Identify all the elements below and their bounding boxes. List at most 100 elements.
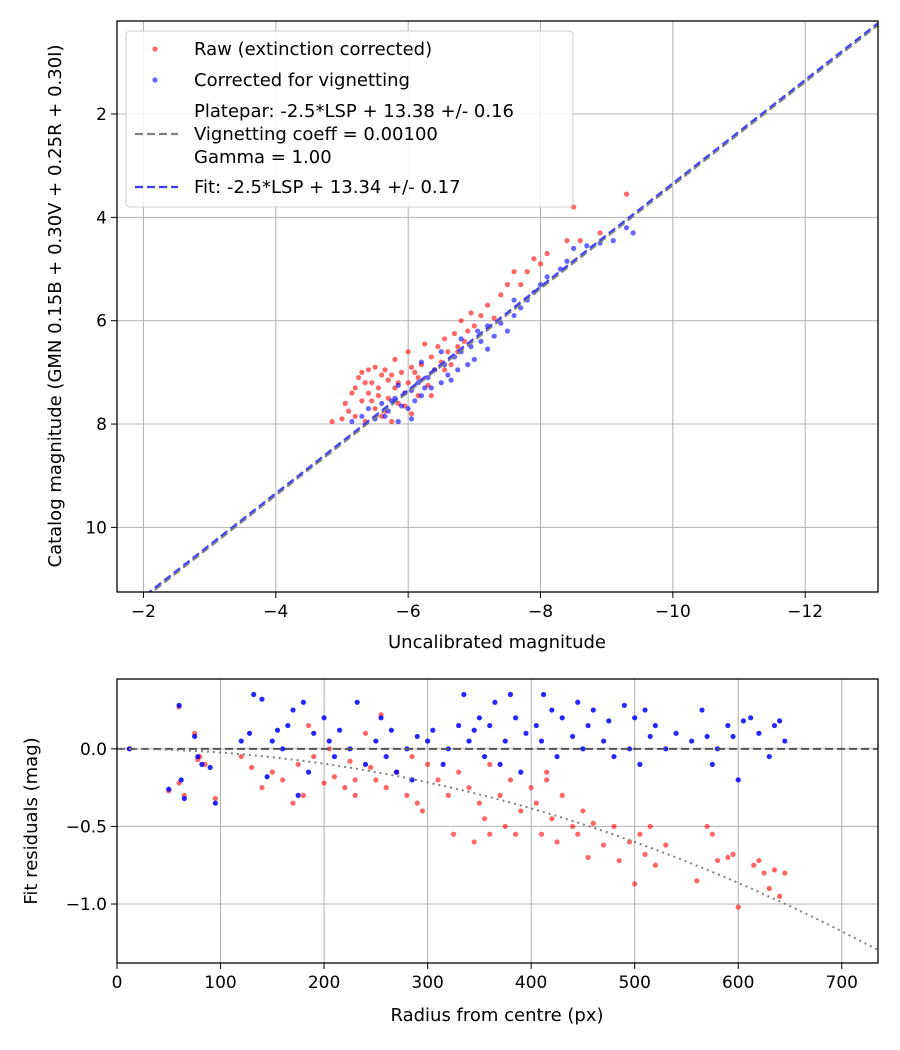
raw-residual-point — [585, 854, 591, 861]
raw-residual-point — [528, 785, 534, 791]
corrected-residual-point — [673, 730, 679, 736]
raw-point — [491, 315, 497, 321]
raw-point — [441, 336, 448, 342]
corrected-point — [475, 328, 481, 334]
corrected-residual-point — [264, 774, 270, 780]
vignetting-model-curve — [117, 747, 878, 951]
corrected-residual-point — [471, 727, 477, 733]
corrected-residual-point — [569, 733, 576, 740]
raw-point — [465, 328, 471, 334]
corrected-point — [584, 243, 590, 249]
raw-residual-point — [300, 792, 306, 798]
legend-fit-label: Fit: -2.5*LSP + 13.34 +/- 0.17 — [194, 177, 461, 198]
raw-residual-point — [642, 851, 648, 857]
corrected-residual-point — [585, 722, 591, 729]
raw-point — [375, 393, 381, 399]
residuals-ticks: 0 100 200 300 400 500 600 700 0.0 −0.5 −1.0 — [66, 740, 858, 993]
legend: Raw (extinction corrected) Corrected for… — [125, 30, 574, 208]
raw-residual-point — [637, 831, 643, 837]
corrected-residual-point — [378, 715, 384, 721]
corrected-residual-point — [513, 715, 519, 721]
raw-residual-point — [549, 816, 555, 822]
corrected-residual-point — [212, 800, 218, 806]
raw-residual-point — [735, 904, 741, 910]
raw-residual-point — [507, 777, 514, 783]
calibration-y-tick-label: 2 — [96, 105, 107, 125]
raw-residual-point — [544, 777, 550, 783]
calibration-plot-frame — [116, 20, 879, 593]
raw-point — [458, 318, 464, 324]
corrected-residual-point — [735, 777, 741, 783]
corrected-residual-point — [269, 738, 275, 744]
raw-point — [369, 398, 375, 404]
raw-residual-point — [751, 862, 757, 868]
corrected-residual-point — [311, 730, 317, 736]
corrected-point — [405, 405, 411, 412]
residuals-x-tick-label: 500 — [618, 973, 650, 993]
corrected-residual-point — [300, 699, 306, 705]
raw-residual-point — [456, 769, 462, 775]
raw-residual-point — [611, 823, 617, 830]
corrected-residual-point — [476, 715, 482, 721]
corrected-residual-point — [166, 786, 172, 792]
raw-residual-point — [331, 774, 338, 780]
raw-point — [359, 398, 365, 404]
corrected-residual-point — [637, 761, 643, 767]
raw-residual-point — [771, 867, 778, 873]
raw-residual-point — [766, 885, 772, 892]
corrected-residual-point — [192, 733, 198, 740]
raw-point — [441, 367, 448, 373]
calibration-ticks: −2 −4 −6 −8 −10 −12 2 4 6 8 10 — [85, 105, 823, 622]
calibration-x-tick-label: −8 — [528, 602, 553, 622]
raw-point — [498, 292, 504, 298]
corrected-residual-point — [756, 730, 762, 736]
raw-point — [369, 380, 375, 386]
corrected-point — [610, 238, 616, 244]
corrected-residual-point — [647, 733, 653, 740]
corrected-point — [438, 380, 444, 386]
corrected-residual-point — [782, 738, 788, 744]
corrected-residual-point — [176, 702, 182, 708]
corrected-residual-point — [540, 691, 547, 698]
raw-point — [511, 269, 517, 275]
corrected-residual-point — [559, 715, 565, 721]
raw-point — [518, 281, 524, 288]
corrected-residual-point — [699, 707, 705, 713]
raw-point — [537, 261, 544, 267]
residuals-x-tick-label: 200 — [308, 973, 340, 993]
residuals-y-axis-label: Fit residuals (mag) — [21, 737, 42, 904]
raw-point — [504, 281, 511, 288]
corrected-point — [537, 281, 544, 288]
fit-line — [147, 22, 878, 592]
corrected-point — [422, 385, 428, 391]
corrected-residual-point — [642, 707, 648, 713]
corrected-residual-point — [199, 761, 205, 767]
raw-residual-point — [368, 764, 374, 771]
raw-residual-point — [590, 820, 596, 826]
corrected-point — [465, 362, 471, 368]
corrected-residual-point — [331, 753, 338, 760]
corrected-residual-point — [709, 761, 715, 767]
raw-residual-point — [352, 792, 358, 798]
raw-residual-point — [538, 831, 545, 837]
raw-residual-point — [518, 808, 524, 814]
corrected-point — [445, 372, 451, 378]
raw-residual-point — [714, 857, 721, 864]
raw-point — [342, 400, 348, 406]
raw-point — [412, 369, 418, 375]
corrected-residual-point — [466, 738, 472, 744]
legend-vignetting-label: Vignetting coeff = 0.00100 — [194, 124, 438, 145]
legend-corrected-marker — [152, 77, 158, 83]
corrected-residual-point — [523, 730, 529, 736]
raw-residual-point — [782, 870, 788, 876]
calibration-y-tick-label: 6 — [96, 312, 107, 332]
corrected-residual-point — [606, 718, 612, 724]
legend-gamma-label: Gamma = 1.00 — [194, 147, 332, 168]
raw-residual-point — [414, 800, 420, 806]
raw-point — [451, 331, 458, 337]
raw-point — [379, 372, 385, 378]
calibration-y-tick-label: 8 — [96, 415, 107, 435]
corrected-point — [412, 398, 418, 404]
raw-residual-point — [756, 857, 762, 864]
